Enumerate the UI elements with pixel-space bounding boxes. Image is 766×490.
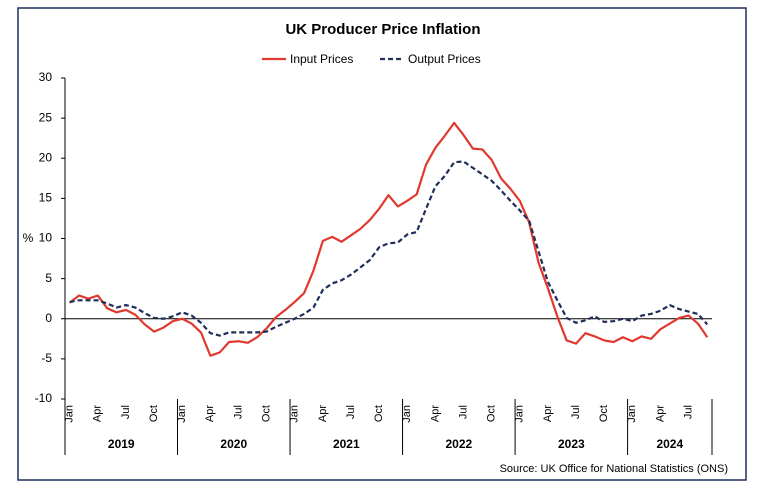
y-tick-label: 15 — [39, 191, 53, 205]
year-label: 2022 — [445, 437, 472, 451]
x-tick-label: Apr — [542, 405, 554, 422]
y-tick-label: 25 — [39, 110, 53, 124]
year-label: 2020 — [220, 437, 247, 451]
x-tick-label: Jan — [514, 405, 526, 423]
x-tick-label: Jan — [401, 405, 413, 423]
x-tick-label: Jan — [289, 405, 301, 423]
y-tick-label: 5 — [45, 271, 52, 285]
y-tick-label: -10 — [35, 391, 53, 405]
year-label: 2024 — [656, 437, 683, 451]
x-tick-label: Apr — [317, 405, 329, 422]
x-tick-label: Apr — [429, 405, 441, 422]
x-tick-label: Jul — [345, 405, 357, 419]
x-tick-label: Oct — [598, 405, 610, 422]
x-tick-label: Oct — [373, 405, 385, 422]
x-tick-label: Apr — [654, 405, 666, 422]
x-tick-label: Apr — [204, 405, 216, 422]
source-note: Source: UK Office for National Statistic… — [500, 463, 728, 475]
year-label: 2023 — [558, 437, 585, 451]
x-tick-label: Oct — [486, 405, 498, 422]
x-tick-label: Jul — [457, 405, 469, 419]
legend-label: Output Prices — [408, 52, 481, 66]
x-tick-label: Jan — [626, 405, 638, 423]
series-line — [69, 121, 709, 357]
x-tick-label: Oct — [261, 405, 273, 422]
x-tick-label: Apr — [92, 405, 104, 422]
y-tick-label: -5 — [41, 351, 52, 365]
x-tick-label: Jul — [232, 405, 244, 419]
y-tick-label: 30 — [39, 70, 53, 84]
y-tick-label: 20 — [39, 150, 53, 164]
year-label: 2019 — [108, 437, 135, 451]
chart-title: UK Producer Price Inflation — [285, 21, 480, 38]
series-line — [69, 160, 709, 337]
legend-label: Input Prices — [290, 52, 353, 66]
chart-frame — [17, 7, 747, 481]
x-tick-label: Jan — [176, 405, 188, 423]
x-tick-label: Jul — [570, 405, 582, 419]
x-tick-label: Jul — [682, 405, 694, 419]
x-tick-label: Jul — [120, 405, 132, 419]
y-tick-label: 10 — [39, 231, 53, 245]
y-axis-label: % — [23, 231, 34, 245]
year-label: 2021 — [333, 437, 360, 451]
y-tick-label: 0 — [45, 311, 52, 325]
x-tick-label: Oct — [148, 405, 160, 422]
x-tick-label: Jan — [64, 405, 76, 423]
